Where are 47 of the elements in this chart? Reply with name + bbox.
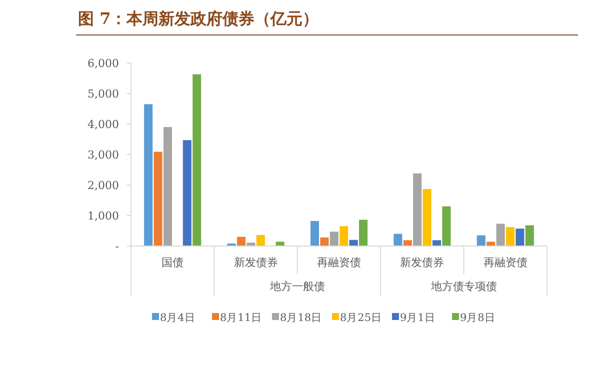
x-tick-label: 新发债券	[234, 256, 278, 269]
bar	[476, 235, 486, 246]
chart-title: 图 7：本周新发政府债券（亿元）	[78, 9, 319, 28]
bar	[516, 228, 524, 246]
bar	[256, 235, 265, 246]
bar	[403, 240, 412, 246]
x-tick-label: 国债	[162, 256, 184, 269]
y-tick-label: 4,000	[88, 118, 119, 131]
legend-label: 8月18日	[280, 312, 322, 324]
bar	[394, 234, 402, 246]
bar	[182, 140, 192, 246]
bar	[525, 225, 534, 246]
y-tick-label: 2,000	[88, 179, 119, 192]
bar	[413, 173, 422, 246]
bar	[422, 188, 432, 246]
bar	[276, 242, 284, 246]
y-tick-label: -	[115, 240, 120, 253]
bar	[310, 220, 320, 246]
x-tick-label: 再融资债	[483, 256, 528, 269]
bar	[163, 127, 172, 246]
bar	[506, 227, 515, 246]
y-tick-label: 3,000	[88, 148, 119, 162]
bar	[349, 240, 358, 246]
legend-label: 8月11日	[220, 312, 262, 324]
bar	[320, 237, 329, 246]
x-tick-label: 新发债券	[400, 256, 444, 269]
bar	[330, 232, 338, 246]
y-tick-label: 6,000	[88, 57, 119, 70]
bar	[496, 224, 505, 246]
bar	[432, 240, 442, 246]
bar	[358, 220, 368, 246]
legend-label: 8月4日	[160, 312, 196, 324]
bar	[154, 152, 162, 246]
bar	[486, 242, 496, 246]
text: 地方一般债	[268, 280, 325, 293]
bar	[236, 236, 246, 246]
text: 地方债专项债	[430, 280, 497, 293]
bar	[340, 226, 348, 246]
bar	[442, 206, 451, 246]
x-tick-label: 再融资债	[317, 256, 361, 269]
y-tick-label: 5,000	[88, 88, 119, 100]
legend-label: 9月8日	[460, 312, 496, 324]
legend-label: 9月1日	[400, 312, 436, 324]
y-tick-label: 1,000	[88, 210, 119, 222]
legend-label: 8月25日	[340, 312, 382, 324]
bar	[192, 74, 202, 246]
bar	[144, 104, 153, 246]
